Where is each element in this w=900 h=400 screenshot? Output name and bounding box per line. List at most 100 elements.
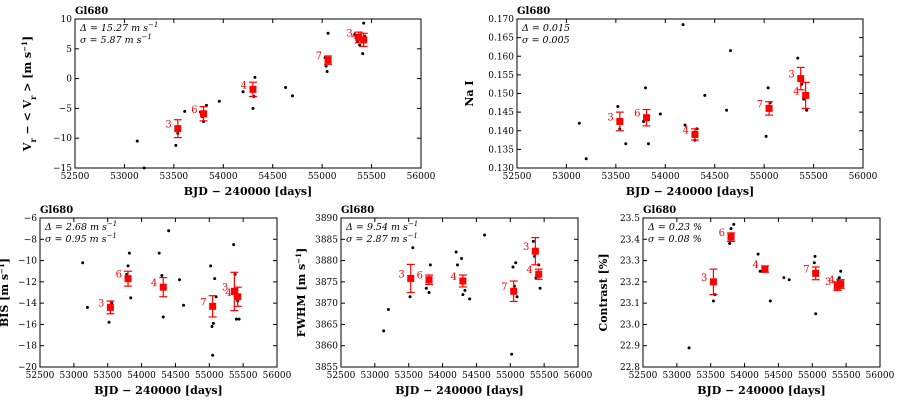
raw-data-point [728,242,732,246]
raw-data-point [182,303,186,307]
y-tick-label: −14 [18,299,37,309]
binned-data-point [106,303,114,311]
y-tick-label: 0.160 [488,52,514,62]
y-tick-label: 3860 [315,342,338,352]
x-tick-label: 53500 [696,371,725,381]
y-tick-label: 3880 [315,257,338,267]
x-tick-label: 54000 [127,371,156,381]
binned-data-point [531,247,539,255]
raw-data-point [454,250,458,254]
x-tick-label: 54500 [258,172,287,182]
binned-data-point [727,233,735,241]
raw-data-point [644,86,648,90]
bin-count-label: 7 [200,297,206,308]
raw-data-point [386,308,390,312]
raw-data-point [110,301,114,305]
raw-data-point [538,286,542,290]
binned-data-point [691,130,699,138]
x-tick-label: 54500 [161,371,190,381]
raw-data-point [461,293,465,297]
x-tick-label: 52500 [503,172,532,182]
binned-data-point [124,275,132,283]
y-tick-label: 23.3 [620,257,640,267]
y-tick-label: 3875 [315,278,338,288]
bin-count-label: 4 [241,80,247,91]
x-tick-label: 54000 [209,172,238,182]
raw-data-point [756,252,760,256]
y-tick-label: 10 [61,15,73,25]
x-tick-label: 53000 [60,371,89,381]
x-tick-label: 52500 [327,371,356,381]
raw-data-point [408,295,412,299]
y-tick-label: 0 [66,75,72,85]
raw-data-point [213,277,217,281]
y-axis-label: Contrast [%] [597,253,610,331]
x-tick-label: 55500 [832,371,861,381]
panel-fwhm: Gl680 52500 53000 53500 54000 54500 55000 55500… [294,205,593,397]
x-tick-label: 55000 [496,371,525,381]
raw-data-point [703,93,707,97]
x-tick-label: 53500 [93,371,122,381]
x-tick-label: 56000 [263,371,292,381]
raw-data-point [531,239,535,243]
y-tick-label: 0.140 [488,127,514,137]
annotation: Δ = 2.68 m s−1 [44,220,117,233]
y-tick-label: 23.1 [620,299,640,309]
raw-data-point [161,315,165,319]
binned-data-point [616,117,624,125]
x-tick-label: 55000 [798,371,827,381]
x-tick-label: 53000 [361,371,390,381]
panel-title: Gl680 [341,205,374,216]
panel-contrast: Gl680 52500 53000 53500 54000 54500 55000 55500… [597,205,895,397]
raw-data-point [177,278,181,282]
bin-count-label: 3 [222,282,228,293]
raw-data-point [483,233,487,237]
raw-data-point [787,278,791,282]
binned-data-point [797,75,805,83]
binned-data-point [360,36,368,44]
y-tick-label: 3885 [315,235,338,245]
raw-data-point [683,123,687,127]
y-tick-label: −15 [53,164,72,174]
y-tick-label: 23.4 [620,235,640,245]
panel-title: Gl680 [517,6,550,17]
bin-count-label: 4 [828,275,834,286]
binned-data-point [837,280,845,288]
bin-count-label: 3 [825,277,831,288]
bin-count-label: 4 [683,125,689,136]
raw-data-point [428,263,432,267]
bin-count-label: 4 [793,86,799,97]
raw-data-point [813,254,817,258]
annotation: σ = 0.005 [522,35,570,46]
bin-count-label: 3 [523,242,529,253]
y-tick-label: −6 [24,214,38,224]
binned-data-point [510,287,518,295]
x-tick-label: 54000 [428,371,457,381]
annotation: Δ = 0.23 % [647,222,702,233]
panel-title: Gl680 [75,6,108,17]
y-tick-label: 0.135 [488,145,514,155]
y-axis-label: Vr − < Vr > [m s−1] [20,36,39,152]
x-tick-label: 53000 [110,172,139,182]
y-axis-label: Na I [463,80,476,106]
raw-data-point [424,286,428,290]
plot-frame [642,217,881,368]
x-tick-label: 55000 [750,172,779,182]
raw-data-point [129,296,133,300]
x-tick-label: 54500 [764,371,793,381]
raw-data-point [681,23,685,27]
raw-data-point [725,108,729,112]
x-tick-label: 54500 [700,172,729,182]
annotation: σ = 0.95 m s−1 [45,232,117,245]
raw-data-point [160,273,164,277]
annotation: σ = 5.87 m s−1 [80,33,152,46]
binned-data-point [812,269,820,277]
raw-data-point [241,90,245,94]
raw-data-point [324,64,328,68]
y-tick-label: −20 [18,363,37,373]
raw-data-point [711,299,715,303]
bin-count-label: 6 [191,105,197,116]
annotation: Δ = 0.015 [521,23,570,34]
raw-data-point [732,222,736,226]
